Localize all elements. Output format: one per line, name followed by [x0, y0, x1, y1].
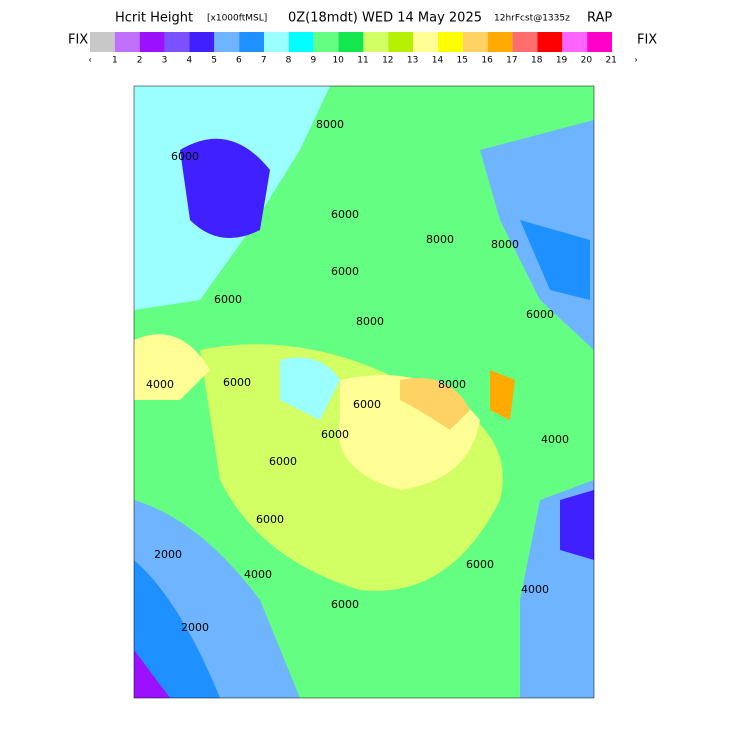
colorbar-label: 6 — [236, 56, 242, 66]
colorbar-label: 1 — [112, 56, 118, 66]
units: [x1000ftMSL] — [207, 14, 267, 24]
model: RAP — [587, 11, 612, 26]
colorbar-label: 21 — [605, 56, 616, 66]
colorbar-left: FIX — [68, 33, 88, 48]
title: Hcrit Height — [115, 11, 193, 26]
colorbar-swatch — [438, 32, 463, 52]
colorbar-right: FIX — [637, 33, 657, 48]
colorbar-swatch — [189, 32, 215, 52]
colorbar-label: 19 — [556, 56, 568, 66]
colorbar-label: 10 — [332, 56, 344, 66]
contour-label: 4000 — [146, 378, 174, 391]
contour-label: 6000 — [321, 428, 349, 441]
contour-label: 4000 — [541, 433, 569, 446]
contour-label: 4000 — [244, 568, 272, 581]
colorbar-swatch — [487, 32, 513, 52]
colorbar-swatch — [363, 32, 389, 52]
colorbar-label: ‹ — [88, 56, 92, 66]
contour-label: 8000 — [316, 118, 344, 131]
colorbar-label: 18 — [531, 56, 543, 66]
colorbar-swatch — [562, 32, 588, 52]
map — [133, 85, 595, 699]
contour-label: 6000 — [331, 598, 359, 611]
contour-label: 6000 — [466, 558, 494, 571]
colorbar-swatch — [587, 32, 612, 52]
valid-time: 0Z(18mdt) WED 14 May 2025 — [288, 11, 482, 26]
contour-label: 8000 — [356, 315, 384, 328]
colorbar-swatch — [239, 32, 264, 52]
contour-label: 6000 — [256, 513, 284, 526]
colorbar-swatch — [214, 32, 240, 52]
colorbar-label: 7 — [261, 56, 267, 66]
colorbar-swatch — [512, 32, 538, 52]
colorbar-swatch — [164, 32, 190, 52]
colorbar-label: 4 — [186, 56, 192, 66]
contour-label: 2000 — [181, 621, 209, 634]
colorbar-label: 20 — [581, 56, 593, 66]
colorbar-label: 17 — [506, 56, 517, 66]
contour-label: 6000 — [223, 376, 251, 389]
contour-label: 6000 — [526, 308, 554, 321]
contour-label: 2000 — [154, 548, 182, 561]
colorbar-swatch — [288, 32, 314, 52]
colorbar-label: 11 — [357, 56, 368, 66]
contour-label: 6000 — [331, 208, 359, 221]
colorbar-swatch — [388, 32, 414, 52]
contour-label: 6000 — [214, 293, 242, 306]
colorbar-swatch — [537, 32, 563, 52]
colorbar-swatch — [90, 32, 115, 52]
colorbar: ‹ 1 2 3 4 5 6 7 8 9 10 11 12 13 14 15 16 17 18 19 20 21 › — [88, 32, 638, 66]
contour-label: 6000 — [171, 150, 199, 163]
contour-label: 4000 — [521, 583, 549, 596]
colorbar-swatch — [338, 32, 364, 52]
colorbar-swatch — [462, 32, 488, 52]
colorbar-label: 14 — [432, 56, 444, 66]
contour-label: 8000 — [491, 238, 519, 251]
colorbar-label: 2 — [137, 56, 143, 66]
colorbar-swatch — [313, 32, 339, 52]
contour-label: 6000 — [331, 265, 359, 278]
colorbar-swatch — [264, 32, 289, 52]
colorbar-label: 5 — [211, 56, 217, 66]
colorbar-swatch — [413, 32, 438, 52]
colorbar-label: 9 — [310, 56, 316, 66]
colorbar-swatch — [114, 32, 140, 52]
colorbar-swatch — [139, 32, 165, 52]
colorbar-label: › — [634, 56, 638, 66]
colorbar-label: 8 — [286, 56, 292, 66]
colorbar-label: 12 — [382, 56, 393, 66]
contour-label: 6000 — [353, 398, 381, 411]
colorbar-label: 16 — [481, 56, 493, 66]
contour-label: 8000 — [438, 378, 466, 391]
contour-label: 6000 — [269, 455, 297, 468]
forecast: 12hrFcst@1335z — [494, 14, 570, 24]
contour-labels: 6000 8000 6000 8000 6000 6000 8000 8000 6000 4000… — [146, 118, 569, 634]
colorbar-label: 15 — [457, 56, 468, 66]
colorbar-label: 13 — [407, 56, 418, 66]
contour-label: 8000 — [426, 233, 454, 246]
colorbar-label: 3 — [162, 56, 168, 66]
